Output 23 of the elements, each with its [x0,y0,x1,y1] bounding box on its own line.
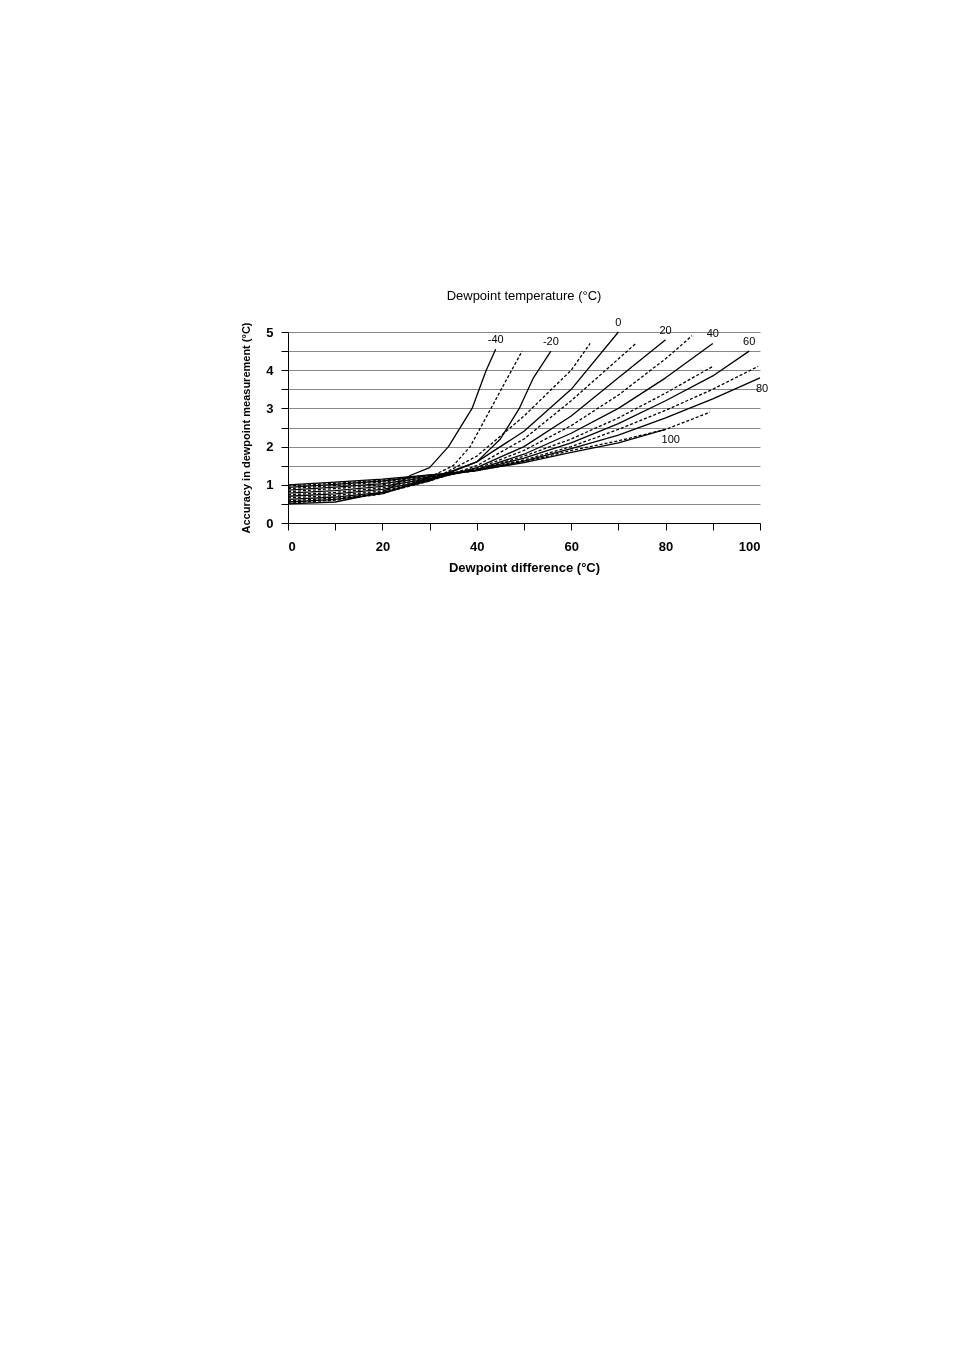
x-tick-label: 100 [738,538,761,554]
y-tick-label: 3 [266,400,274,416]
y-tick-label: 2 [266,439,274,455]
series-label: -40 [487,333,504,346]
series-label: 40 [706,327,719,340]
series-label: 100 [661,433,680,446]
y-tick-label: 0 [266,515,274,531]
x-axis-title: Dewpoint difference (°C) [448,559,601,575]
x-tick-label: 0 [288,538,296,554]
x-tick-label: 40 [470,538,485,554]
series-label: 80 [756,381,769,394]
y-tick-label: 4 [266,362,275,378]
y-axis-title: Accuracy in dewpoint measurement (°C) [240,322,253,534]
x-tick-label: 60 [564,538,579,554]
y-tick-label: 1 [266,477,274,493]
series-label: -20 [542,335,559,348]
series-label: 60 [743,335,756,348]
chart-title: Dewpoint temperature (°C) [446,288,602,303]
x-tick-label: 80 [658,538,674,554]
series-label: 20 [659,323,672,336]
series-label: 0 [615,316,622,328]
x-tick-label: 20 [375,538,391,554]
y-tick-label: 5 [266,324,274,340]
